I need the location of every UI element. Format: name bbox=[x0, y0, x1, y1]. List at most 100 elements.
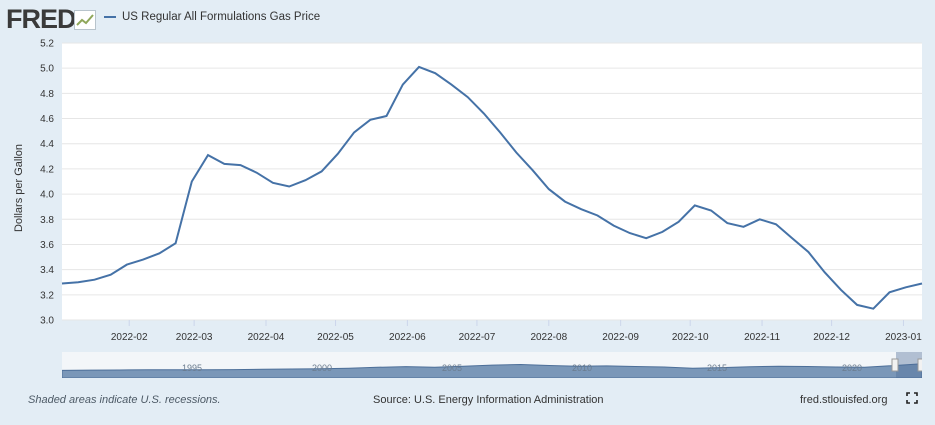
data-point[interactable] bbox=[76, 280, 80, 284]
data-point[interactable] bbox=[157, 251, 161, 255]
x-tick-label: 2022-05 bbox=[317, 332, 354, 343]
y-tick-label: 3.6 bbox=[40, 240, 54, 251]
data-point[interactable] bbox=[612, 224, 616, 228]
data-point[interactable] bbox=[855, 303, 859, 307]
data-point[interactable] bbox=[482, 112, 486, 116]
data-point[interactable] bbox=[498, 130, 502, 134]
data-point[interactable] bbox=[806, 250, 810, 254]
data-point[interactable] bbox=[823, 270, 827, 274]
chart-footer: Shaded areas indicate U.S. recessions. S… bbox=[0, 380, 935, 425]
x-tick-label: 2022-08 bbox=[530, 332, 567, 343]
data-point[interactable] bbox=[466, 95, 470, 99]
y-tick-label: 4.2 bbox=[40, 164, 54, 175]
data-point[interactable] bbox=[531, 168, 535, 172]
data-point[interactable] bbox=[320, 169, 324, 173]
x-tick-label: 2022-12 bbox=[813, 332, 850, 343]
data-point[interactable] bbox=[222, 162, 226, 166]
y-tick-label: 5.2 bbox=[40, 39, 54, 50]
navigator-left-handle[interactable] bbox=[892, 359, 898, 371]
data-point[interactable] bbox=[368, 118, 372, 122]
navigator-year-label: 2020 bbox=[842, 363, 862, 373]
y-axis-label: Dollars per Gallon bbox=[13, 144, 25, 232]
fred-logo[interactable]: FRED bbox=[6, 4, 76, 35]
data-point[interactable] bbox=[547, 187, 551, 191]
data-point[interactable] bbox=[238, 163, 242, 167]
data-point[interactable] bbox=[871, 307, 875, 311]
data-point[interactable] bbox=[742, 225, 746, 229]
data-point[interactable] bbox=[336, 152, 340, 156]
data-point[interactable] bbox=[693, 203, 697, 207]
legend-swatch bbox=[104, 16, 116, 18]
data-point[interactable] bbox=[141, 258, 145, 262]
data-point[interactable] bbox=[174, 241, 178, 245]
x-tick-label: 2022-11 bbox=[744, 332, 780, 343]
line-chart-icon bbox=[74, 10, 96, 30]
y-tick-label: 4.8 bbox=[40, 89, 54, 100]
data-point[interactable] bbox=[709, 208, 713, 212]
line-chart[interactable]: 3.0 3.2 3.4 3.6 3.8 4.0 4.2 4.4 4.6 4.8 5.0 5.2 202… bbox=[0, 38, 935, 350]
x-tick-label: 2023-01 bbox=[885, 332, 922, 343]
source-note: Source: U.S. Energy Information Administ… bbox=[373, 394, 604, 406]
x-tick-label: 2022-02 bbox=[111, 332, 148, 343]
data-point[interactable] bbox=[888, 290, 892, 294]
data-point[interactable] bbox=[758, 217, 762, 221]
x-tick-label: 2022-10 bbox=[672, 332, 709, 343]
data-point[interactable] bbox=[255, 171, 259, 175]
data-point[interactable] bbox=[401, 83, 405, 87]
data-point[interactable] bbox=[352, 130, 356, 134]
data-point[interactable] bbox=[725, 221, 729, 225]
chart-header: FRED US Regular All Formulations Gas Pri… bbox=[0, 0, 935, 38]
y-tick-label: 4.6 bbox=[40, 114, 54, 125]
x-tick-label: 2022-03 bbox=[176, 332, 213, 343]
data-point[interactable] bbox=[206, 153, 210, 157]
data-point[interactable] bbox=[839, 288, 843, 292]
navigator-right-handle[interactable] bbox=[918, 359, 922, 371]
data-point[interactable] bbox=[514, 151, 518, 155]
x-tick-label: 2022-06 bbox=[389, 332, 426, 343]
data-point[interactable] bbox=[660, 230, 664, 234]
fullscreen-icon[interactable] bbox=[906, 392, 918, 404]
site-link[interactable]: fred.stlouisfed.org bbox=[800, 394, 887, 406]
recession-note: Shaded areas indicate U.S. recessions. bbox=[28, 394, 221, 406]
data-point[interactable] bbox=[563, 200, 567, 204]
data-point[interactable] bbox=[303, 178, 307, 182]
data-point[interactable] bbox=[109, 273, 113, 277]
y-tick-label: 3.2 bbox=[40, 290, 54, 301]
y-tick-label: 4.4 bbox=[40, 139, 54, 150]
range-navigator[interactable]: 1995 2000 2005 2010 2015 2020 bbox=[62, 352, 922, 378]
x-tick-label: 2022-09 bbox=[602, 332, 639, 343]
data-point[interactable] bbox=[579, 207, 583, 211]
plot-area[interactable]: 3.0 3.2 3.4 3.6 3.8 4.0 4.2 4.4 4.6 4.8 5.0 5.2 202… bbox=[0, 38, 935, 350]
navigator-year-label: 2000 bbox=[312, 363, 332, 373]
y-tick-label: 4.0 bbox=[40, 190, 54, 201]
data-point[interactable] bbox=[790, 236, 794, 240]
legend-label: US Regular All Formulations Gas Price bbox=[122, 11, 320, 23]
chart-legend[interactable]: US Regular All Formulations Gas Price bbox=[104, 11, 320, 23]
data-point[interactable] bbox=[92, 278, 96, 282]
data-point[interactable] bbox=[385, 114, 389, 118]
data-point[interactable] bbox=[60, 281, 64, 285]
navigator-year-label: 2010 bbox=[572, 363, 592, 373]
data-point[interactable] bbox=[774, 222, 778, 226]
y-tick-label: 3.8 bbox=[40, 215, 54, 226]
y-tick-label: 5.0 bbox=[40, 64, 54, 75]
data-point[interactable] bbox=[920, 281, 924, 285]
data-point[interactable] bbox=[677, 220, 681, 224]
x-tick-label: 2022-04 bbox=[248, 332, 285, 343]
data-point[interactable] bbox=[904, 285, 908, 289]
data-point[interactable] bbox=[125, 263, 129, 267]
y-tick-label: 3.4 bbox=[40, 265, 54, 276]
y-tick-label: 3.0 bbox=[40, 316, 54, 327]
navigator-year-label: 1995 bbox=[182, 363, 202, 373]
data-point[interactable] bbox=[595, 213, 599, 217]
data-point[interactable] bbox=[287, 185, 291, 189]
navigator-year-label: 2005 bbox=[442, 363, 462, 373]
data-point[interactable] bbox=[644, 236, 648, 240]
data-point[interactable] bbox=[449, 83, 453, 87]
navigator-year-label: 2015 bbox=[707, 363, 727, 373]
data-point[interactable] bbox=[190, 180, 194, 184]
data-point[interactable] bbox=[271, 181, 275, 185]
data-point[interactable] bbox=[628, 231, 632, 235]
data-point[interactable] bbox=[417, 65, 421, 69]
data-point[interactable] bbox=[433, 71, 437, 75]
